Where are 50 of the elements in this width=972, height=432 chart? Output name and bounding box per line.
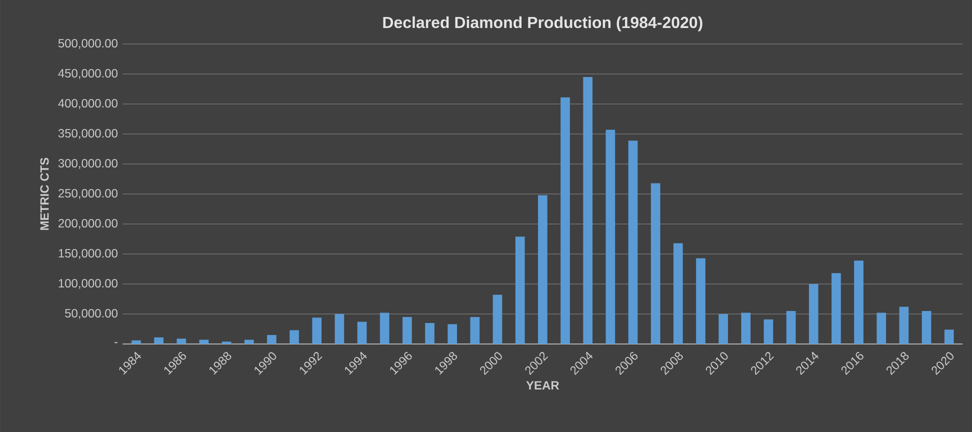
bar [650, 183, 660, 344]
bar [718, 314, 728, 344]
y-axis-title: METRIC CTS [40, 158, 49, 230]
chart-title: Declared Diamond Production (1984-2020) [383, 16, 702, 32]
bar [606, 130, 616, 344]
bar [899, 306, 909, 344]
bar [922, 310, 932, 344]
bar [334, 314, 344, 344]
bar [176, 338, 186, 344]
bar [448, 324, 458, 344]
y-tick-label: 150,000.00 [58, 249, 118, 259]
y-tick-label: 100,000.00 [58, 279, 118, 289]
bar [741, 312, 751, 344]
bar [244, 340, 254, 344]
bar [583, 76, 592, 344]
bar [290, 330, 299, 344]
bar [492, 294, 502, 344]
bar [560, 97, 570, 344]
y-tick-label: 400,000.00 [58, 99, 118, 109]
bar [515, 236, 525, 344]
bar [944, 330, 954, 344]
bar [132, 340, 141, 344]
bar [357, 322, 367, 344]
y-tick-label: 350,000.00 [58, 129, 118, 139]
bar [267, 334, 276, 344]
bar [764, 319, 774, 344]
bar [312, 318, 322, 344]
y-tick-label: 450,000.00 [58, 69, 118, 79]
bar [425, 322, 434, 344]
bar [786, 310, 796, 344]
bar [402, 316, 412, 344]
y-tick-label: 200,000.00 [58, 219, 118, 229]
bar [673, 243, 683, 344]
bar [628, 140, 638, 344]
bar [876, 312, 886, 344]
bar [832, 273, 841, 344]
bar [380, 312, 390, 344]
x-axis-title: YEAR [526, 381, 560, 390]
bar [538, 195, 548, 344]
y-tick-label: 50,000.00 [65, 309, 118, 319]
bar [154, 337, 164, 344]
bar [470, 316, 480, 344]
bar [808, 284, 818, 344]
bar [199, 340, 209, 344]
y-tick-label: 250,000.00 [58, 189, 118, 199]
y-tick-label: 300,000.00 [58, 159, 118, 169]
y-tick-label: - [114, 342, 118, 344]
bar [696, 258, 706, 344]
y-tick-label: 500,000.00 [58, 39, 118, 49]
bar [854, 260, 864, 344]
